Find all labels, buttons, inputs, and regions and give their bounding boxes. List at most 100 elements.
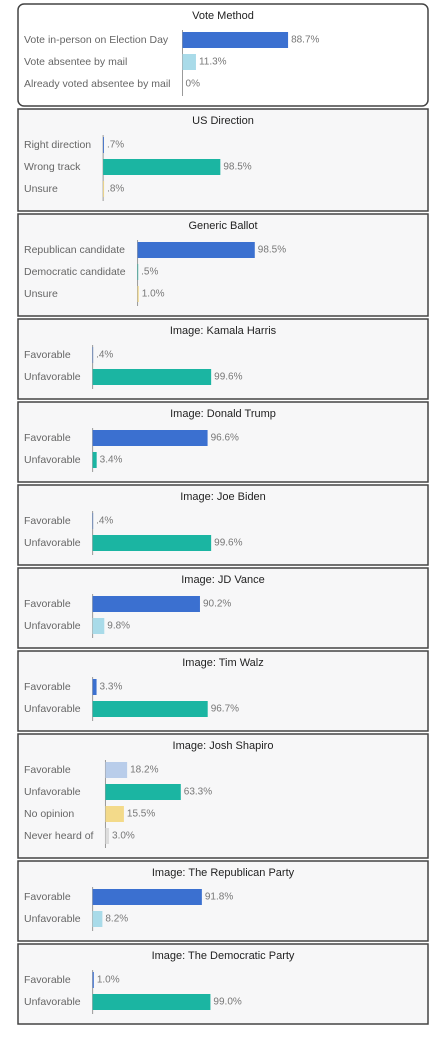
category-label: Wrong track: [24, 161, 81, 173]
category-label: No opinion: [24, 808, 74, 820]
panel-title: Image: Donald Trump: [170, 408, 276, 420]
bar: [92, 535, 212, 551]
panel: [17, 567, 429, 649]
value-label: 90.2%: [203, 599, 231, 610]
value-label: .4%: [96, 350, 113, 361]
value-label: 96.6%: [211, 433, 239, 444]
value-label: 99.6%: [214, 372, 242, 383]
category-label: Favorable: [24, 515, 71, 527]
value-label: 88.7%: [291, 35, 319, 46]
bar: [92, 994, 211, 1010]
bar: [105, 762, 128, 778]
bar: [92, 596, 200, 612]
value-label: 91.8%: [205, 892, 233, 903]
panel-title: Image: Tim Walz: [182, 657, 264, 669]
value-label: 1.0%: [142, 289, 165, 300]
category-label: Unfavorable: [24, 996, 81, 1008]
panel: [17, 3, 429, 107]
panel: [17, 108, 429, 212]
category-label: Vote in-person on Election Day: [24, 34, 169, 46]
value-label: 11.3%: [199, 57, 227, 68]
bar: [103, 159, 221, 175]
value-label: .5%: [141, 267, 158, 278]
value-label: 9.8%: [107, 621, 130, 632]
panel-title: US Direction: [192, 115, 254, 127]
bar: [92, 679, 97, 695]
bar: [137, 286, 139, 302]
panel: [17, 733, 429, 859]
category-label: Favorable: [24, 349, 71, 361]
category-label: Unfavorable: [24, 620, 81, 632]
value-label: .8%: [107, 184, 124, 195]
value-label: .7%: [107, 140, 124, 151]
category-label: Republican candidate: [24, 244, 125, 256]
bar: [92, 889, 202, 905]
category-label: Right direction: [24, 139, 91, 151]
value-label: 1.0%: [97, 975, 120, 986]
value-label: 3.3%: [100, 682, 123, 693]
bar: [105, 784, 181, 800]
bar: [182, 54, 196, 70]
value-label: 98.5%: [258, 245, 286, 256]
category-label: Unfavorable: [24, 454, 81, 466]
category-label: Vote absentee by mail: [24, 56, 127, 68]
value-label: 3.4%: [100, 455, 123, 466]
value-label: 98.5%: [223, 162, 251, 173]
bar: [137, 242, 255, 258]
category-label: Unsure: [24, 183, 58, 195]
bar: [92, 452, 97, 468]
panel: [17, 860, 429, 942]
panel: [17, 484, 429, 566]
panel: [17, 318, 429, 400]
bar: [103, 181, 105, 197]
value-label: 0%: [186, 79, 201, 90]
bar: [92, 911, 103, 927]
panel-title: Vote Method: [192, 10, 254, 22]
category-label: Never heard of: [24, 830, 94, 842]
panel-title: Image: Joe Biden: [180, 491, 266, 503]
bar: [105, 806, 124, 822]
panel: [17, 401, 429, 483]
value-label: 96.7%: [211, 704, 239, 715]
bar: [103, 137, 104, 153]
category-label: Unfavorable: [24, 703, 81, 715]
category-label: Favorable: [24, 891, 71, 903]
bar: [105, 828, 110, 844]
panel-title: Image: The Democratic Party: [152, 950, 295, 962]
bar: [92, 430, 208, 446]
category-label: Already voted absentee by mail: [24, 78, 171, 90]
category-label: Unfavorable: [24, 371, 81, 383]
bar: [92, 972, 94, 988]
value-label: .4%: [96, 516, 113, 527]
category-label: Favorable: [24, 432, 71, 444]
category-label: Favorable: [24, 764, 71, 776]
value-label: 99.6%: [214, 538, 242, 549]
bar: [182, 32, 289, 48]
category-label: Favorable: [24, 681, 71, 693]
category-label: Unsure: [24, 288, 58, 300]
bar: [92, 369, 212, 385]
panel-title: Image: Kamala Harris: [170, 325, 277, 337]
bar: [92, 701, 208, 717]
category-label: Unfavorable: [24, 786, 81, 798]
category-label: Unfavorable: [24, 913, 81, 925]
panel-title: Image: JD Vance: [181, 574, 265, 586]
panel: [17, 213, 429, 317]
value-label: 63.3%: [184, 787, 212, 798]
category-label: Democratic candidate: [24, 266, 126, 278]
category-label: Favorable: [24, 974, 71, 986]
value-label: 8.2%: [105, 914, 128, 925]
value-label: 18.2%: [130, 765, 158, 776]
bar: [137, 264, 139, 280]
value-label: 15.5%: [127, 809, 155, 820]
panel-title: Image: Josh Shapiro: [173, 740, 274, 752]
panel-title: Image: The Republican Party: [152, 867, 295, 879]
bar: [92, 618, 105, 634]
category-label: Favorable: [24, 598, 71, 610]
panel: [17, 943, 429, 1025]
value-label: 99.0%: [213, 997, 241, 1008]
panel: [17, 650, 429, 732]
value-label: 3.0%: [112, 831, 135, 842]
